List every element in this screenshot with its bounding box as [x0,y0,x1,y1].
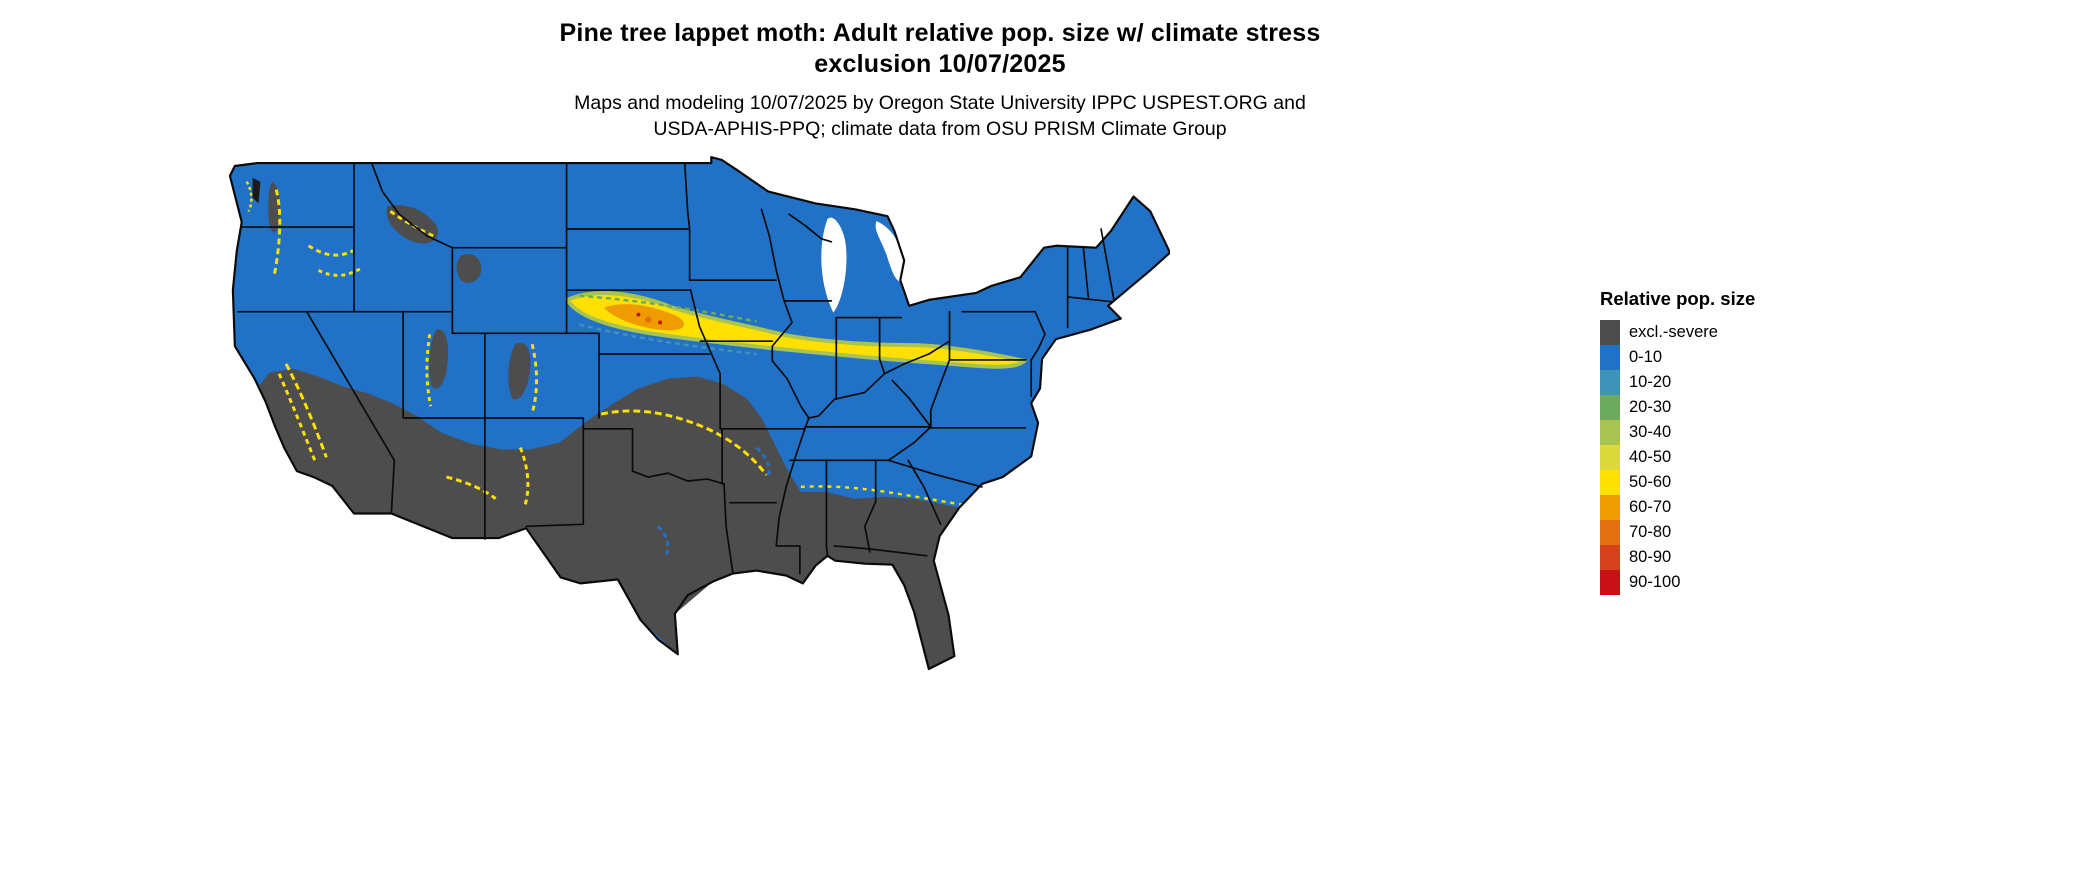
legend-swatch [1600,545,1620,570]
legend-swatch [1600,320,1620,345]
us-map-svg [228,156,1172,671]
legend-swatch [1600,370,1620,395]
legend-item-label: 20-30 [1629,398,1672,416]
map-population-band [564,291,1029,369]
legend-item: 0-10 [1600,345,1755,370]
legend-item-label: 60-70 [1629,498,1672,516]
band-red-speck-2 [636,312,641,317]
legend-item: 50-60 [1600,470,1755,495]
national-outline [228,156,1172,671]
legend-title: Relative pop. size [1600,288,1756,309]
legend: Relative pop. size excl.-severe 0-10 10-20… [1600,288,1755,595]
legend-item-label: 50-60 [1629,473,1672,491]
legend-item: 80-90 [1600,545,1755,570]
page-subtitle: Maps and modeling 10/07/2025 by Oregon S… [240,90,1640,142]
legend-item-label: 0-10 [1629,348,1663,366]
legend-swatch [1600,570,1620,595]
legend-item-label: 40-50 [1629,448,1672,466]
legend-item-label: 80-90 [1629,548,1672,566]
legend-item-label: 90-100 [1629,573,1681,591]
legend-item: 10-20 [1600,370,1755,395]
legend-items: excl.-severe 0-10 10-20 20-30 30-40 40-50 50-6… [1600,320,1755,595]
band-yellow [564,291,1029,369]
page-title: Pine tree lappet moth: Adult relative po… [240,18,1640,80]
legend-item: 30-40 [1600,420,1755,445]
state-borders [236,162,1115,575]
lake-huron [875,221,905,282]
band-red-speck-1 [658,320,663,325]
legend-swatch [1600,445,1620,470]
subtitle-line-1: Maps and modeling 10/07/2025 by Oregon S… [574,92,1306,114]
legend-item-label: 10-20 [1629,373,1672,391]
band-deep-orange-speck [645,316,652,323]
rockies-exclusion-blob [508,342,531,400]
puget-sound-dark [252,177,261,204]
subtitle-line-2: USDA-APHIS-PPQ; climate data from OSU PR… [653,118,1227,140]
wasatch-exclusion-blob [429,329,449,389]
title-line-2: exclusion 10/07/2025 [814,50,1066,78]
map-western-speckles [245,181,964,557]
legend-item: 60-70 [1600,495,1755,520]
legend-swatch [1600,495,1620,520]
band-green-fringe [579,294,757,323]
band-orange-core [603,304,685,331]
legend-swatch [1600,395,1620,420]
legend-item: 70-80 [1600,520,1755,545]
band-teal-fringe [579,323,757,356]
legend-item-label: 70-80 [1629,523,1672,541]
legend-item-label: excl.-severe [1629,323,1718,341]
us-population-map [225,148,1172,688]
legend-item-label: 30-40 [1629,423,1672,441]
legend-item: 40-50 [1600,445,1755,470]
yellowstone-exclusion-blob [456,254,482,283]
title-line-1: Pine tree lappet moth: Adult relative po… [559,19,1321,47]
legend-item: excl.-severe [1600,320,1755,345]
legend-item: 20-30 [1600,395,1755,420]
legend-item: 90-100 [1600,570,1755,595]
legend-swatch [1600,420,1620,445]
legend-swatch [1600,470,1620,495]
legend-swatch [1600,520,1620,545]
legend-swatch [1600,345,1620,370]
